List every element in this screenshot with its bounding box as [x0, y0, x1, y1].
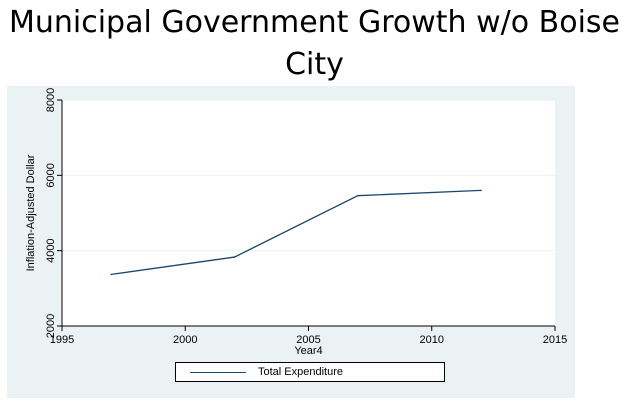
y-axis-title: Inflation-Adjusted Dollar [25, 154, 37, 271]
x-tick-label-2015: 2015 [543, 334, 567, 346]
y-tick-label-6000: 6000 [45, 163, 57, 187]
data-point-2002 [233, 256, 236, 258]
chart-panel: 2000 4000 6000 8000 1995 2000 2005 2010 2015 Year… [7, 86, 575, 398]
data-point-2007 [357, 194, 359, 197]
y-tick-label-4000: 4000 [45, 238, 57, 262]
legend-swatch-total-expenditure [190, 372, 246, 373]
data-point-1997 [110, 273, 113, 276]
y-tick-label-8000: 8000 [45, 88, 57, 112]
y-tick-label-2000: 2000 [45, 314, 57, 338]
data-point-2012 [480, 189, 482, 192]
chart-title: Municipal Government Growth w/o Boise Ci… [8, 5, 620, 82]
plot-area [62, 100, 555, 326]
series-line-total-expenditure [111, 189, 482, 276]
x-tick-label-1995: 1995 [50, 334, 74, 346]
x-tick-label-2000: 2000 [173, 334, 197, 346]
legend: Total Expenditure [175, 362, 445, 382]
x-axis-title: Year4 [294, 345, 322, 357]
x-tick-label-2010: 2010 [420, 334, 444, 346]
legend-label-total-expenditure: Total Expenditure [258, 366, 343, 378]
x-tick-label-2005: 2005 [296, 334, 320, 346]
